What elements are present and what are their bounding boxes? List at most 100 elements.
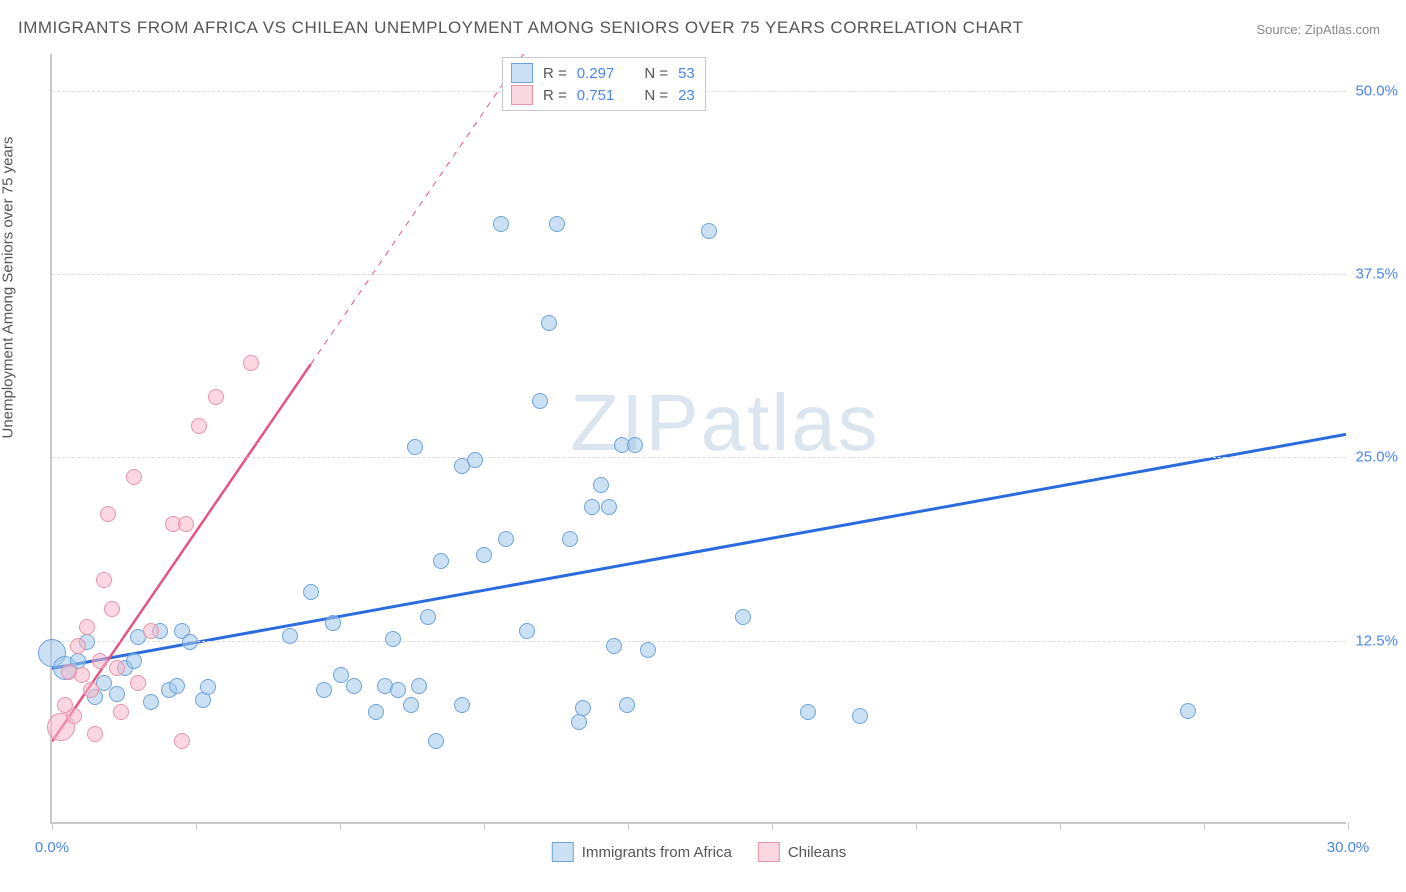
grid-line — [52, 274, 1346, 275]
watermark: ZIPatlas — [570, 377, 879, 469]
legend-label: Chileans — [788, 844, 846, 861]
data-point — [1180, 703, 1196, 719]
data-point — [454, 697, 470, 713]
legend-swatch — [552, 842, 574, 862]
data-point — [70, 638, 86, 654]
data-point — [282, 628, 298, 644]
data-point — [100, 506, 116, 522]
data-point — [130, 675, 146, 691]
data-point — [571, 714, 587, 730]
data-point — [601, 499, 617, 515]
legend-stats-row: R = 0.751 N = 23 — [511, 84, 695, 106]
n-value: 53 — [678, 65, 695, 82]
x-tick — [1348, 822, 1349, 830]
legend-label: Immigrants from Africa — [582, 844, 732, 861]
data-point — [519, 623, 535, 639]
data-point — [126, 653, 142, 669]
data-point — [200, 679, 216, 695]
x-tick — [772, 822, 773, 830]
y-tick-label: 12.5% — [1355, 632, 1398, 649]
data-point — [549, 216, 565, 232]
data-point — [87, 726, 103, 742]
r-label: R = — [543, 87, 567, 104]
data-point — [411, 678, 427, 694]
data-point — [735, 609, 751, 625]
data-point — [96, 572, 112, 588]
grid-line — [52, 641, 1346, 642]
data-point — [368, 704, 384, 720]
y-axis-label: Unemployment Among Seniors over 75 years — [0, 137, 17, 439]
data-point — [303, 584, 319, 600]
legend-series: Immigrants from Africa Chileans — [552, 842, 846, 862]
data-point — [143, 623, 159, 639]
data-point — [109, 686, 125, 702]
data-point — [169, 678, 185, 694]
data-point — [92, 653, 108, 669]
data-point — [593, 477, 609, 493]
data-point — [191, 418, 207, 434]
data-point — [403, 697, 419, 713]
x-tick — [484, 822, 485, 830]
legend-item: Immigrants from Africa — [552, 842, 732, 862]
x-tick-label: 30.0% — [1327, 839, 1370, 856]
data-point — [126, 469, 142, 485]
data-point — [606, 638, 622, 654]
data-point — [532, 393, 548, 409]
data-point — [498, 531, 514, 547]
data-point — [640, 642, 656, 658]
data-point — [420, 609, 436, 625]
data-point — [467, 452, 483, 468]
y-tick-label: 50.0% — [1355, 82, 1398, 99]
legend-swatch — [758, 842, 780, 862]
data-point — [182, 634, 198, 650]
x-tick — [1060, 822, 1061, 830]
data-point — [433, 553, 449, 569]
data-point — [243, 355, 259, 371]
grid-line — [52, 457, 1346, 458]
x-tick — [916, 822, 917, 830]
data-point — [390, 682, 406, 698]
data-point — [493, 216, 509, 232]
data-point — [79, 619, 95, 635]
y-tick-label: 37.5% — [1355, 266, 1398, 283]
data-point — [208, 389, 224, 405]
data-point — [113, 704, 129, 720]
trend-lines — [52, 54, 1346, 822]
legend-swatch — [511, 85, 533, 105]
n-value: 23 — [678, 87, 695, 104]
x-tick — [628, 822, 629, 830]
legend-stats-row: R = 0.297 N = 53 — [511, 62, 695, 84]
data-point — [143, 694, 159, 710]
x-tick-label: 0.0% — [35, 839, 69, 856]
data-point — [800, 704, 816, 720]
x-tick — [1204, 822, 1205, 830]
data-point — [701, 223, 717, 239]
r-label: R = — [543, 65, 567, 82]
data-point — [852, 708, 868, 724]
legend-stats: R = 0.297 N = 53 R = 0.751 N = 23 — [502, 57, 706, 111]
n-label: N = — [644, 87, 668, 104]
x-tick — [340, 822, 341, 830]
source-attribution: Source: ZipAtlas.com — [1256, 22, 1380, 37]
data-point — [316, 682, 332, 698]
data-point — [562, 531, 578, 547]
legend-swatch — [511, 63, 533, 83]
data-point — [541, 315, 557, 331]
r-value: 0.297 — [577, 65, 615, 82]
plot-area: ZIPatlas R = 0.297 N = 53 R = 0.751 N = … — [50, 54, 1346, 824]
x-tick — [52, 822, 53, 830]
chart-title: IMMIGRANTS FROM AFRICA VS CHILEAN UNEMPL… — [18, 18, 1023, 38]
data-point — [627, 437, 643, 453]
data-point — [74, 667, 90, 683]
x-tick — [196, 822, 197, 830]
n-label: N = — [644, 65, 668, 82]
r-value: 0.751 — [577, 87, 615, 104]
data-point — [174, 733, 190, 749]
data-point — [325, 615, 341, 631]
data-point — [584, 499, 600, 515]
data-point — [476, 547, 492, 563]
data-point — [104, 601, 120, 617]
data-point — [66, 708, 82, 724]
data-point — [385, 631, 401, 647]
y-tick-label: 25.0% — [1355, 449, 1398, 466]
